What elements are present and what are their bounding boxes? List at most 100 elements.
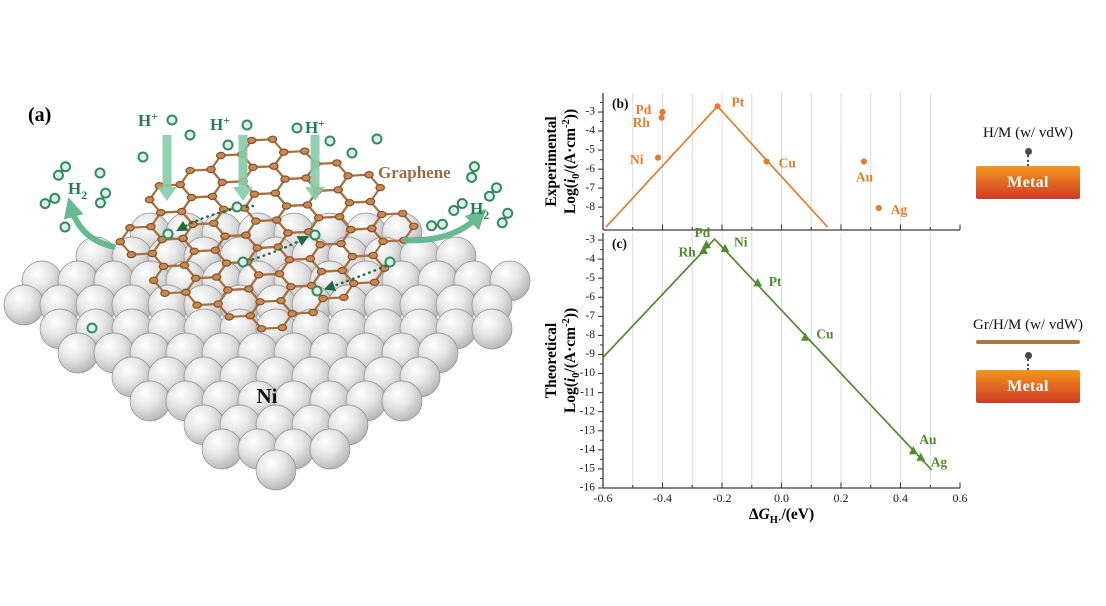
point-label-Cu-c: Cu — [816, 326, 834, 341]
carbon-atom — [335, 213, 344, 220]
carbon-atom — [366, 198, 375, 205]
nickel-atom — [201, 428, 243, 470]
y-tick-label-c: -8 — [585, 329, 595, 341]
hydrogen-atom — [483, 190, 495, 202]
diffusion-arrow — [323, 264, 388, 291]
gridlines-b — [632, 93, 931, 230]
carbon-atom — [398, 210, 407, 217]
y-tick-label-c: -9 — [585, 348, 595, 360]
point-Ag-c — [916, 452, 926, 461]
carbon-atom — [370, 279, 379, 286]
y-tick-label-c: -7 — [585, 310, 595, 322]
carbon-atom — [161, 290, 170, 297]
carbon-atom — [179, 235, 188, 242]
hydrogen-atom — [456, 197, 468, 209]
carbon-atom — [148, 250, 157, 257]
legend-h-on-metal: H/M (w/ vdW) Metal — [970, 124, 1086, 199]
x-axis-title: ΔGH·/(eV) — [749, 506, 814, 526]
point-label-Pt-b: Pt — [732, 94, 745, 109]
carbon-atom — [127, 251, 136, 258]
carbon-atom — [249, 164, 258, 171]
y-tick-label-b: -6 — [585, 163, 595, 175]
hydrogen-atom — [94, 167, 106, 179]
carbon-atom — [186, 167, 195, 174]
carbon-atom — [338, 267, 347, 274]
y-tick-label-c: -12 — [580, 405, 596, 417]
y-tick-label-c: -3 — [585, 234, 595, 246]
carbon-atom — [156, 209, 165, 216]
graphene-label: Graphene — [378, 163, 451, 182]
carbon-atom — [303, 202, 312, 209]
hydrogen-atom — [436, 218, 448, 230]
point-label-Au-c: Au — [919, 432, 937, 447]
hydrogen-atom — [346, 147, 358, 159]
y-tick-label-c: -14 — [580, 443, 596, 455]
hydrogen-atom — [371, 133, 383, 145]
point-Ag-b — [875, 205, 882, 212]
carbon-atom — [286, 283, 295, 290]
point-Pt-c — [753, 278, 763, 287]
carbon-atom — [254, 272, 263, 279]
hydrogen-atom — [49, 192, 61, 204]
release-arrow — [63, 197, 116, 250]
carbon-atom — [347, 226, 356, 233]
carbon-atom — [279, 149, 288, 156]
nickel-atom — [471, 308, 513, 350]
hydrogen-atom — [311, 285, 323, 297]
point-label-Ag-b: Ag — [891, 202, 908, 217]
carbon-atom — [116, 238, 125, 245]
proton-label-2: H+ — [210, 113, 230, 134]
carbon-atom — [187, 194, 196, 201]
diffusion-arrow — [245, 235, 309, 263]
carbon-atom — [271, 190, 280, 197]
carbon-atom — [145, 196, 154, 203]
hydrogen-atom — [184, 129, 196, 141]
carbon-atom — [337, 240, 346, 247]
graphene-sheet-line — [976, 340, 1080, 344]
y-tick-label-c: -10 — [580, 367, 596, 379]
point-Au-b — [860, 158, 868, 165]
nickel-atom — [309, 428, 351, 470]
carbon-atom — [306, 255, 315, 262]
legend-h-under-graphene: Gr/H/M (w/ vdW) Metal — [970, 316, 1086, 403]
y-axis-word-c: Theoretical — [543, 322, 560, 398]
point-label-Cu-b: Cu — [779, 156, 797, 171]
carbon-atom — [288, 310, 297, 317]
hydrogen-atom — [52, 169, 64, 181]
hydrogen-atom — [466, 171, 478, 183]
proton-label-3: H+ — [305, 116, 325, 137]
carbon-atom — [376, 184, 385, 191]
carbon-atom — [277, 297, 286, 304]
carbon-atom — [159, 263, 168, 270]
x-tick-label: 0.4 — [893, 491, 908, 505]
x-tick-label: -0.6 — [594, 491, 613, 505]
carbon-atom — [317, 268, 326, 275]
hydrogen-atom — [100, 187, 112, 199]
diffusion-arrow — [176, 204, 255, 232]
y-tick-label-c: -4 — [585, 253, 595, 265]
y-tick-label-b: -5 — [585, 144, 595, 156]
carbon-atom — [340, 294, 349, 301]
point-Rh-b — [658, 114, 665, 121]
hydrogen-atom — [324, 135, 336, 147]
legend-h-on-metal-title: H/M (w/ vdW) — [983, 125, 1073, 141]
hydrogen-atom — [94, 197, 106, 209]
carbon-atom — [309, 309, 318, 316]
hydrogen-atom — [496, 217, 508, 229]
carbon-atom — [246, 312, 255, 319]
nickel-atom — [3, 284, 45, 326]
volcano-line-theoretical — [602, 237, 933, 471]
hydrogen-atom — [231, 201, 243, 213]
hydrogen-atom — [86, 322, 98, 334]
point-Ni-c — [720, 243, 730, 253]
hydrogen-atom — [137, 151, 149, 163]
down-arrow — [157, 135, 177, 201]
y-tick-label-c: -11 — [580, 386, 595, 398]
hydrogen-atom — [166, 114, 178, 126]
carbon-atom — [218, 179, 227, 186]
carbon-atom — [316, 241, 325, 248]
hydrogen-atom — [60, 161, 72, 173]
hydrogen-atom — [309, 229, 321, 241]
